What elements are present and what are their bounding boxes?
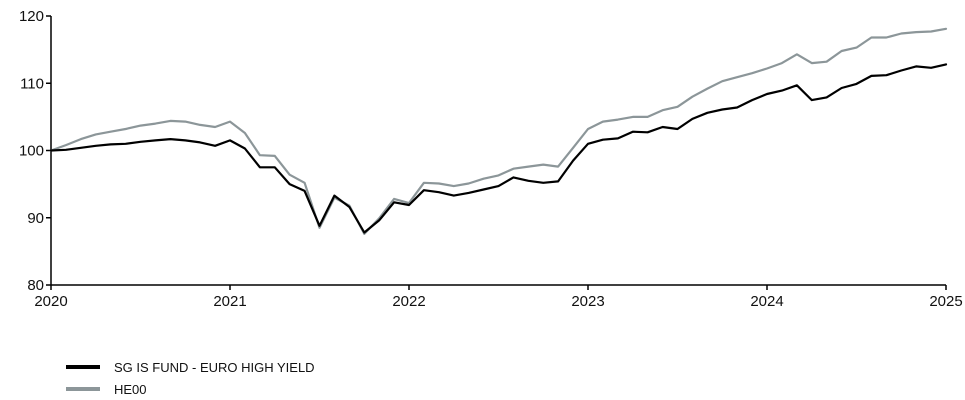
series-line-fund bbox=[49, 63, 948, 234]
chart-axes: 80 90 100 110 120 2020 2021 2022 2023 2024 2025 bbox=[19, 8, 963, 310]
x-tick-label-2022: 2022 bbox=[392, 293, 425, 310]
x-tick-label-2021: 2021 bbox=[213, 293, 246, 310]
series-line-benchmark bbox=[49, 27, 948, 235]
legend-item-fund: SG IS FUND - EURO HIGH YIELD bbox=[66, 356, 315, 378]
legend-item-benchmark: HE00 bbox=[66, 378, 315, 400]
x-tick-label-2024: 2024 bbox=[750, 293, 783, 310]
legend-swatch-fund bbox=[66, 365, 100, 369]
x-tick-label-2020: 2020 bbox=[34, 293, 67, 310]
y-tick-label-110: 110 bbox=[20, 75, 44, 92]
legend-label-fund: SG IS FUND - EURO HIGH YIELD bbox=[114, 359, 315, 375]
y-tick-label-100: 100 bbox=[19, 143, 44, 160]
x-tick-label-2023: 2023 bbox=[571, 293, 604, 310]
x-tick-label-2025: 2025 bbox=[929, 293, 962, 310]
legend-swatch-benchmark bbox=[66, 387, 100, 391]
series-layer bbox=[49, 27, 948, 235]
y-tick-label-120: 120 bbox=[19, 8, 44, 25]
legend-label-benchmark: HE00 bbox=[114, 381, 147, 397]
y-tick-label-80: 80 bbox=[27, 277, 44, 294]
y-tick-label-90: 90 bbox=[27, 210, 44, 227]
chart-legend: SG IS FUND - EURO HIGH YIELD HE00 bbox=[66, 356, 315, 400]
